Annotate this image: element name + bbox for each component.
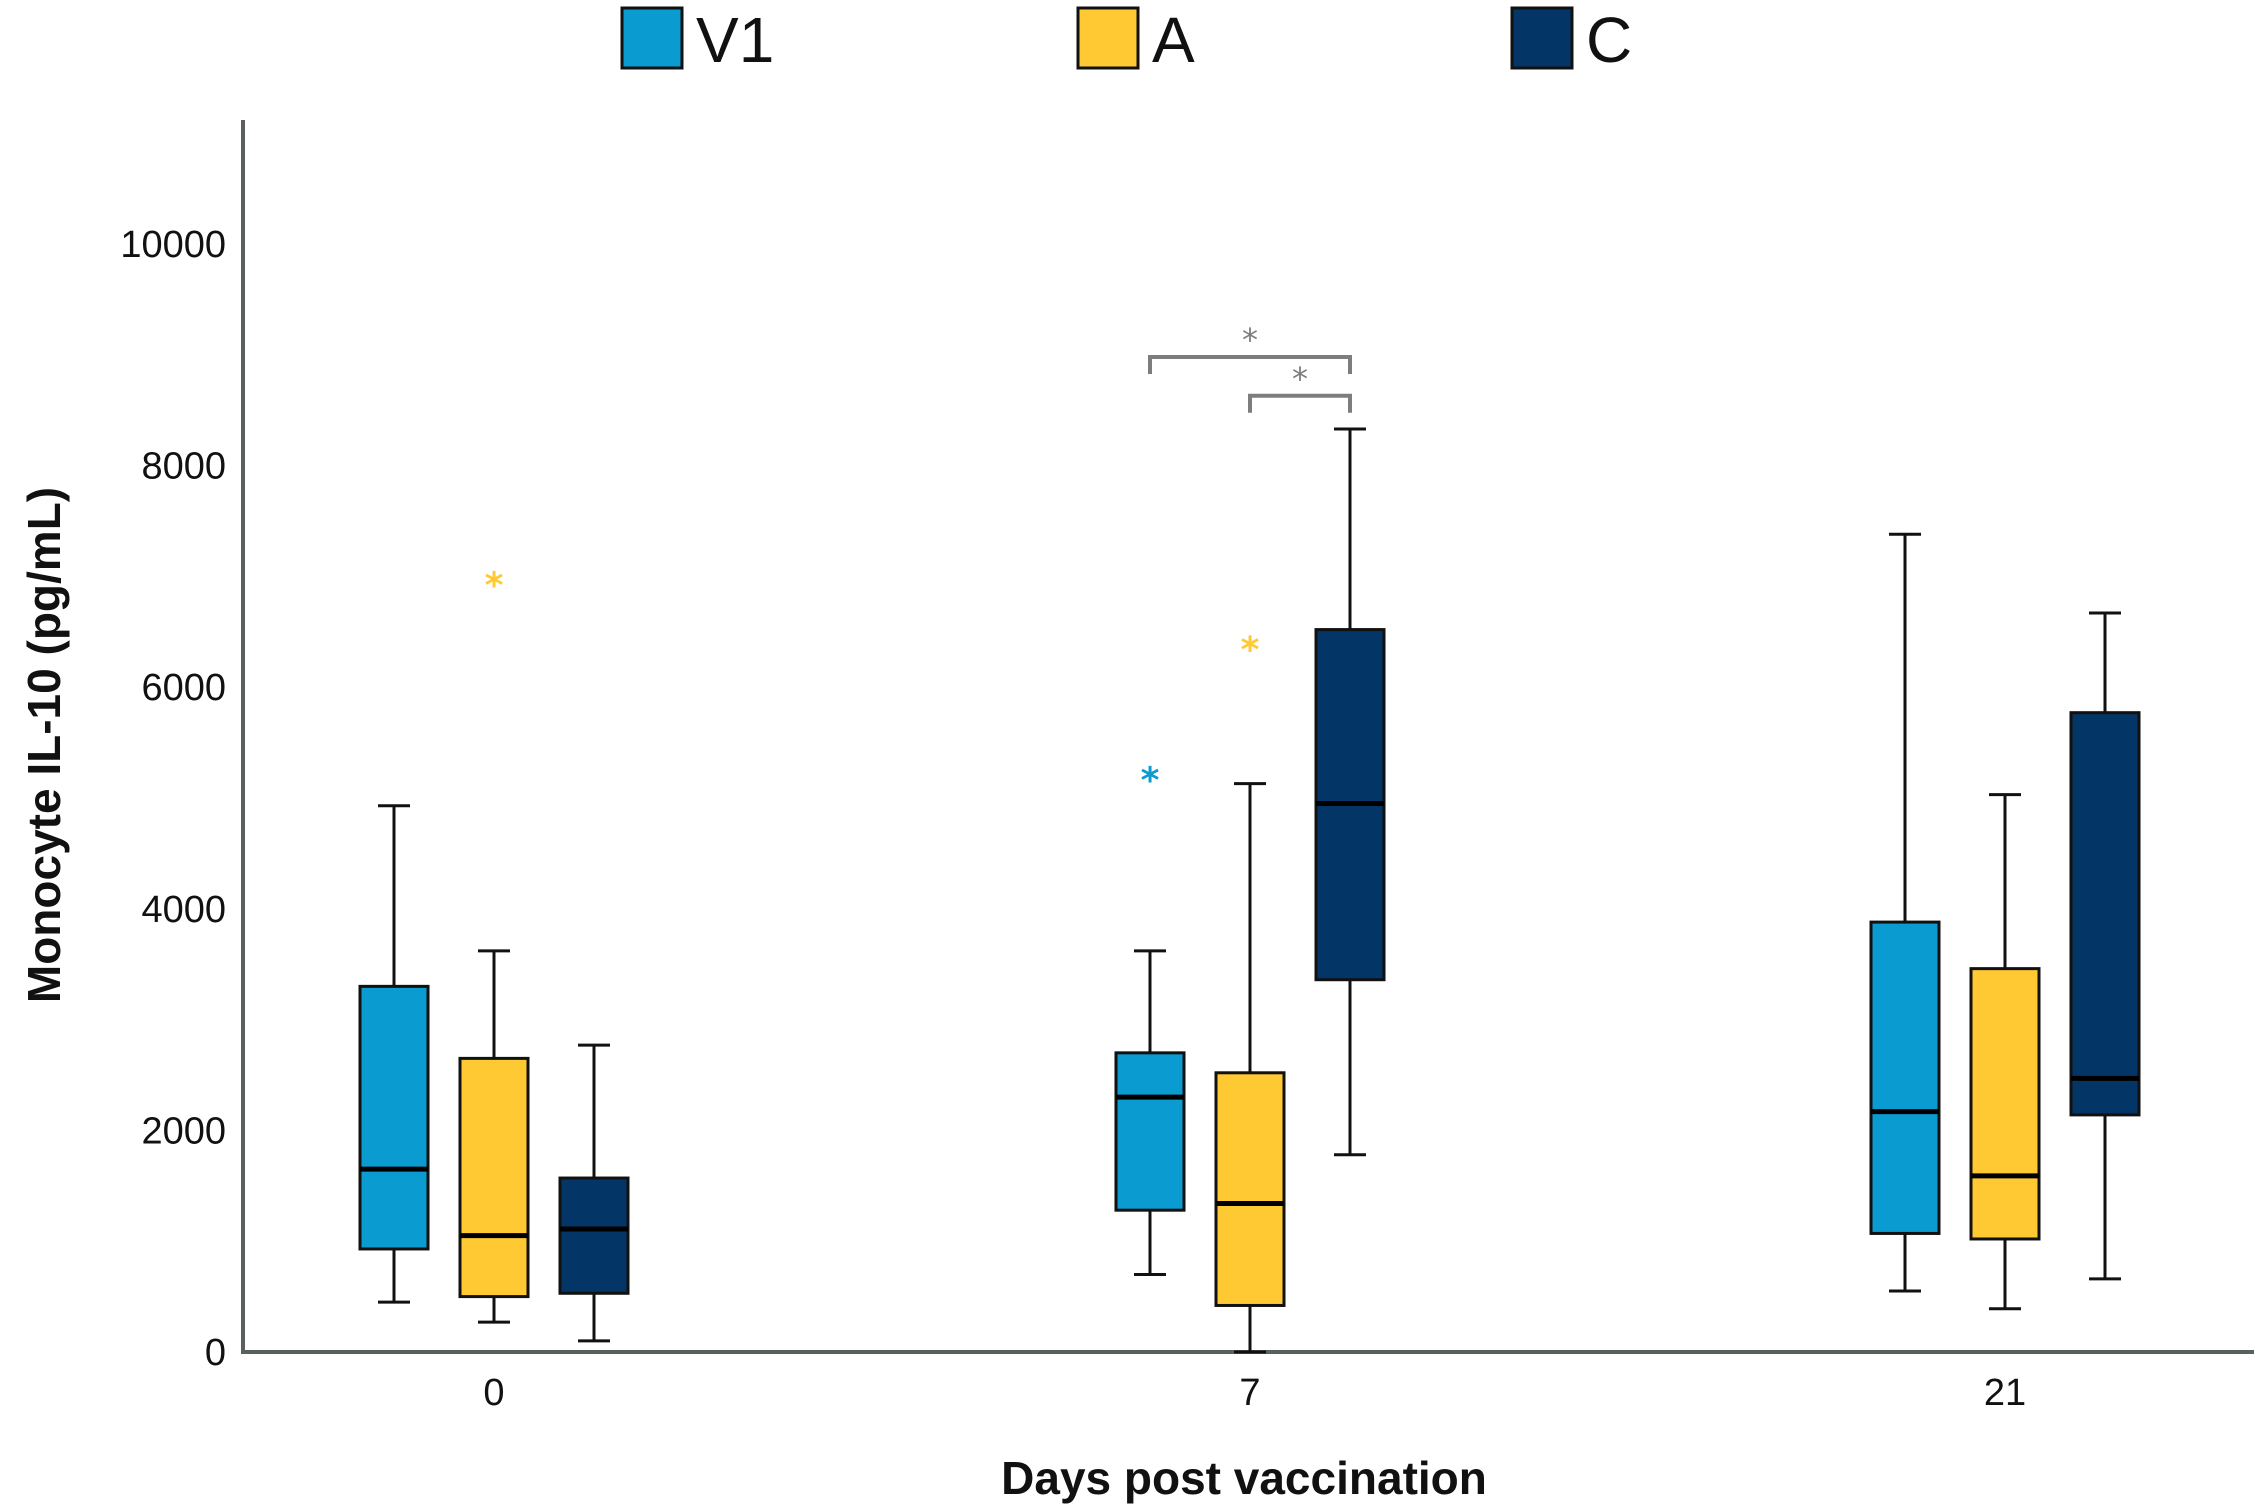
x-axis-title: Days post vaccination (1001, 1452, 1487, 1504)
legend-item-v1: V1 (620, 4, 774, 76)
x-axis: 0 7 21 (241, 1350, 2254, 1414)
box (458, 1056, 530, 1299)
significance-bracket (1148, 355, 1352, 375)
box (1114, 1051, 1186, 1212)
series-v1: * (358, 532, 1941, 1304)
legend-label: A (1152, 4, 1195, 76)
series-a: ** (458, 566, 2041, 1354)
y-axis-title: Monocyte IL-10 (pg/mL) (18, 487, 70, 1003)
legend-swatch (1076, 6, 1140, 70)
outlier-marker: * (485, 566, 504, 607)
significance-bracket (1248, 393, 1352, 413)
legend-item-a: A (1076, 4, 1195, 76)
significance-label: * (1292, 360, 1308, 398)
box-series: *** (358, 427, 2141, 1354)
x-tick-label: 21 (1984, 1372, 2026, 1414)
box (558, 1176, 630, 1295)
y-tick-label: 0 (205, 1332, 226, 1374)
significance-brackets: ** (1148, 321, 1352, 413)
legend-label: C (1586, 4, 1632, 76)
y-tick-label: 2000 (141, 1110, 226, 1152)
significance-label: * (1242, 321, 1258, 359)
y-tick-label: 6000 (141, 667, 226, 709)
box (1969, 967, 2041, 1241)
series-c (558, 427, 2141, 1343)
y-tick-label: 4000 (141, 889, 226, 931)
x-tick-label: 7 (1239, 1372, 1260, 1414)
legend-swatch (1510, 6, 1574, 70)
box (1869, 920, 1941, 1235)
outlier-marker: * (1241, 630, 1260, 671)
y-tick-label: 10000 (120, 224, 226, 266)
box (2069, 711, 2141, 1117)
x-tick-label: 0 (483, 1372, 504, 1414)
legend-item-c: C (1510, 4, 1632, 76)
y-tick-label: 8000 (141, 446, 226, 488)
legend: V1 A C (620, 4, 1632, 76)
legend-label: V1 (696, 4, 774, 76)
outlier-marker: * (1141, 761, 1160, 802)
legend-swatch (620, 6, 684, 70)
y-axis: 0 2000 4000 6000 8000 10000 (120, 120, 245, 1374)
box (1214, 1071, 1286, 1307)
box (358, 984, 430, 1251)
